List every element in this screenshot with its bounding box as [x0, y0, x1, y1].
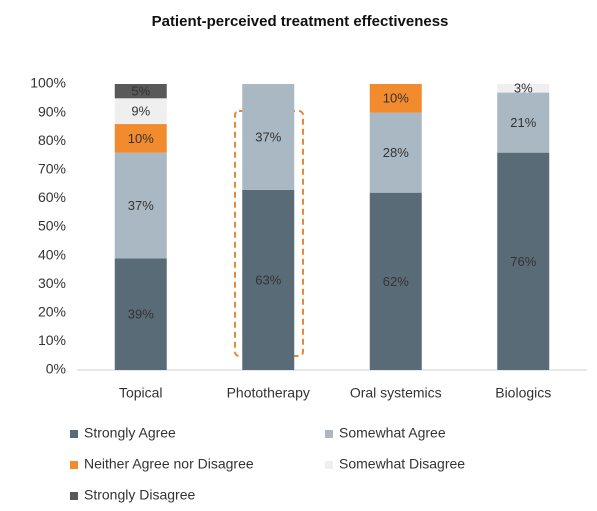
y-tick-label: 100% — [30, 75, 66, 91]
y-tick-label: 80% — [38, 132, 66, 148]
bar-segment — [369, 192, 422, 370]
legend-swatch — [325, 430, 333, 438]
data-label: 5% — [131, 84, 150, 99]
y-tick-label: 20% — [38, 304, 66, 320]
y-tick-label: 30% — [38, 275, 66, 291]
y-tick-label: 90% — [38, 103, 66, 119]
data-label: 63% — [255, 272, 281, 287]
data-label: 76% — [510, 254, 536, 269]
bar-segment — [497, 152, 550, 370]
data-label: 62% — [383, 274, 409, 289]
bar-segment — [497, 92, 550, 153]
legend-label: Strongly Disagree — [84, 487, 195, 503]
chart-title: Patient-perceived treatment effectivenes… — [152, 13, 449, 30]
bar-segment — [114, 152, 167, 259]
data-label: 28% — [383, 145, 409, 160]
data-label: 10% — [383, 91, 409, 106]
data-label: 3% — [514, 81, 533, 96]
y-tick-label: 60% — [38, 189, 66, 205]
y-tick-label: 70% — [38, 161, 66, 177]
data-label: 10% — [128, 131, 154, 146]
bar-segment — [114, 258, 167, 370]
data-label: 21% — [510, 115, 536, 130]
x-tick-label: Oral systemics — [350, 385, 442, 401]
data-label: 37% — [255, 129, 281, 144]
legend-swatch — [325, 461, 333, 469]
legend-label: Neither Agree nor Disagree — [84, 456, 254, 472]
legend-label: Somewhat Disagree — [339, 456, 465, 472]
y-tick-label: 40% — [38, 246, 66, 262]
bar-segment — [369, 112, 422, 193]
bar-segment — [497, 84, 550, 93]
x-tick-label: Phototherapy — [227, 385, 310, 401]
bar-segment — [114, 124, 167, 153]
legend-label: Somewhat Agree — [339, 425, 446, 441]
bar-segment — [242, 189, 295, 370]
bar-segment — [369, 84, 422, 113]
data-label: 9% — [131, 104, 150, 119]
legend-swatch — [70, 461, 78, 469]
legend-swatch — [70, 492, 78, 500]
legend-swatch — [70, 430, 78, 438]
bar-segment — [114, 84, 167, 99]
y-tick-label: 10% — [38, 332, 66, 348]
x-tick-label: Topical — [119, 385, 163, 401]
legend-label: Strongly Agree — [84, 425, 176, 441]
bar-segment — [242, 84, 295, 190]
y-tick-label: 50% — [38, 218, 66, 234]
x-tick-label: Biologics — [495, 385, 551, 401]
bar-segment — [114, 98, 167, 125]
y-tick-label: 0% — [46, 361, 66, 377]
data-label: 39% — [128, 307, 154, 322]
data-label: 37% — [128, 198, 154, 213]
